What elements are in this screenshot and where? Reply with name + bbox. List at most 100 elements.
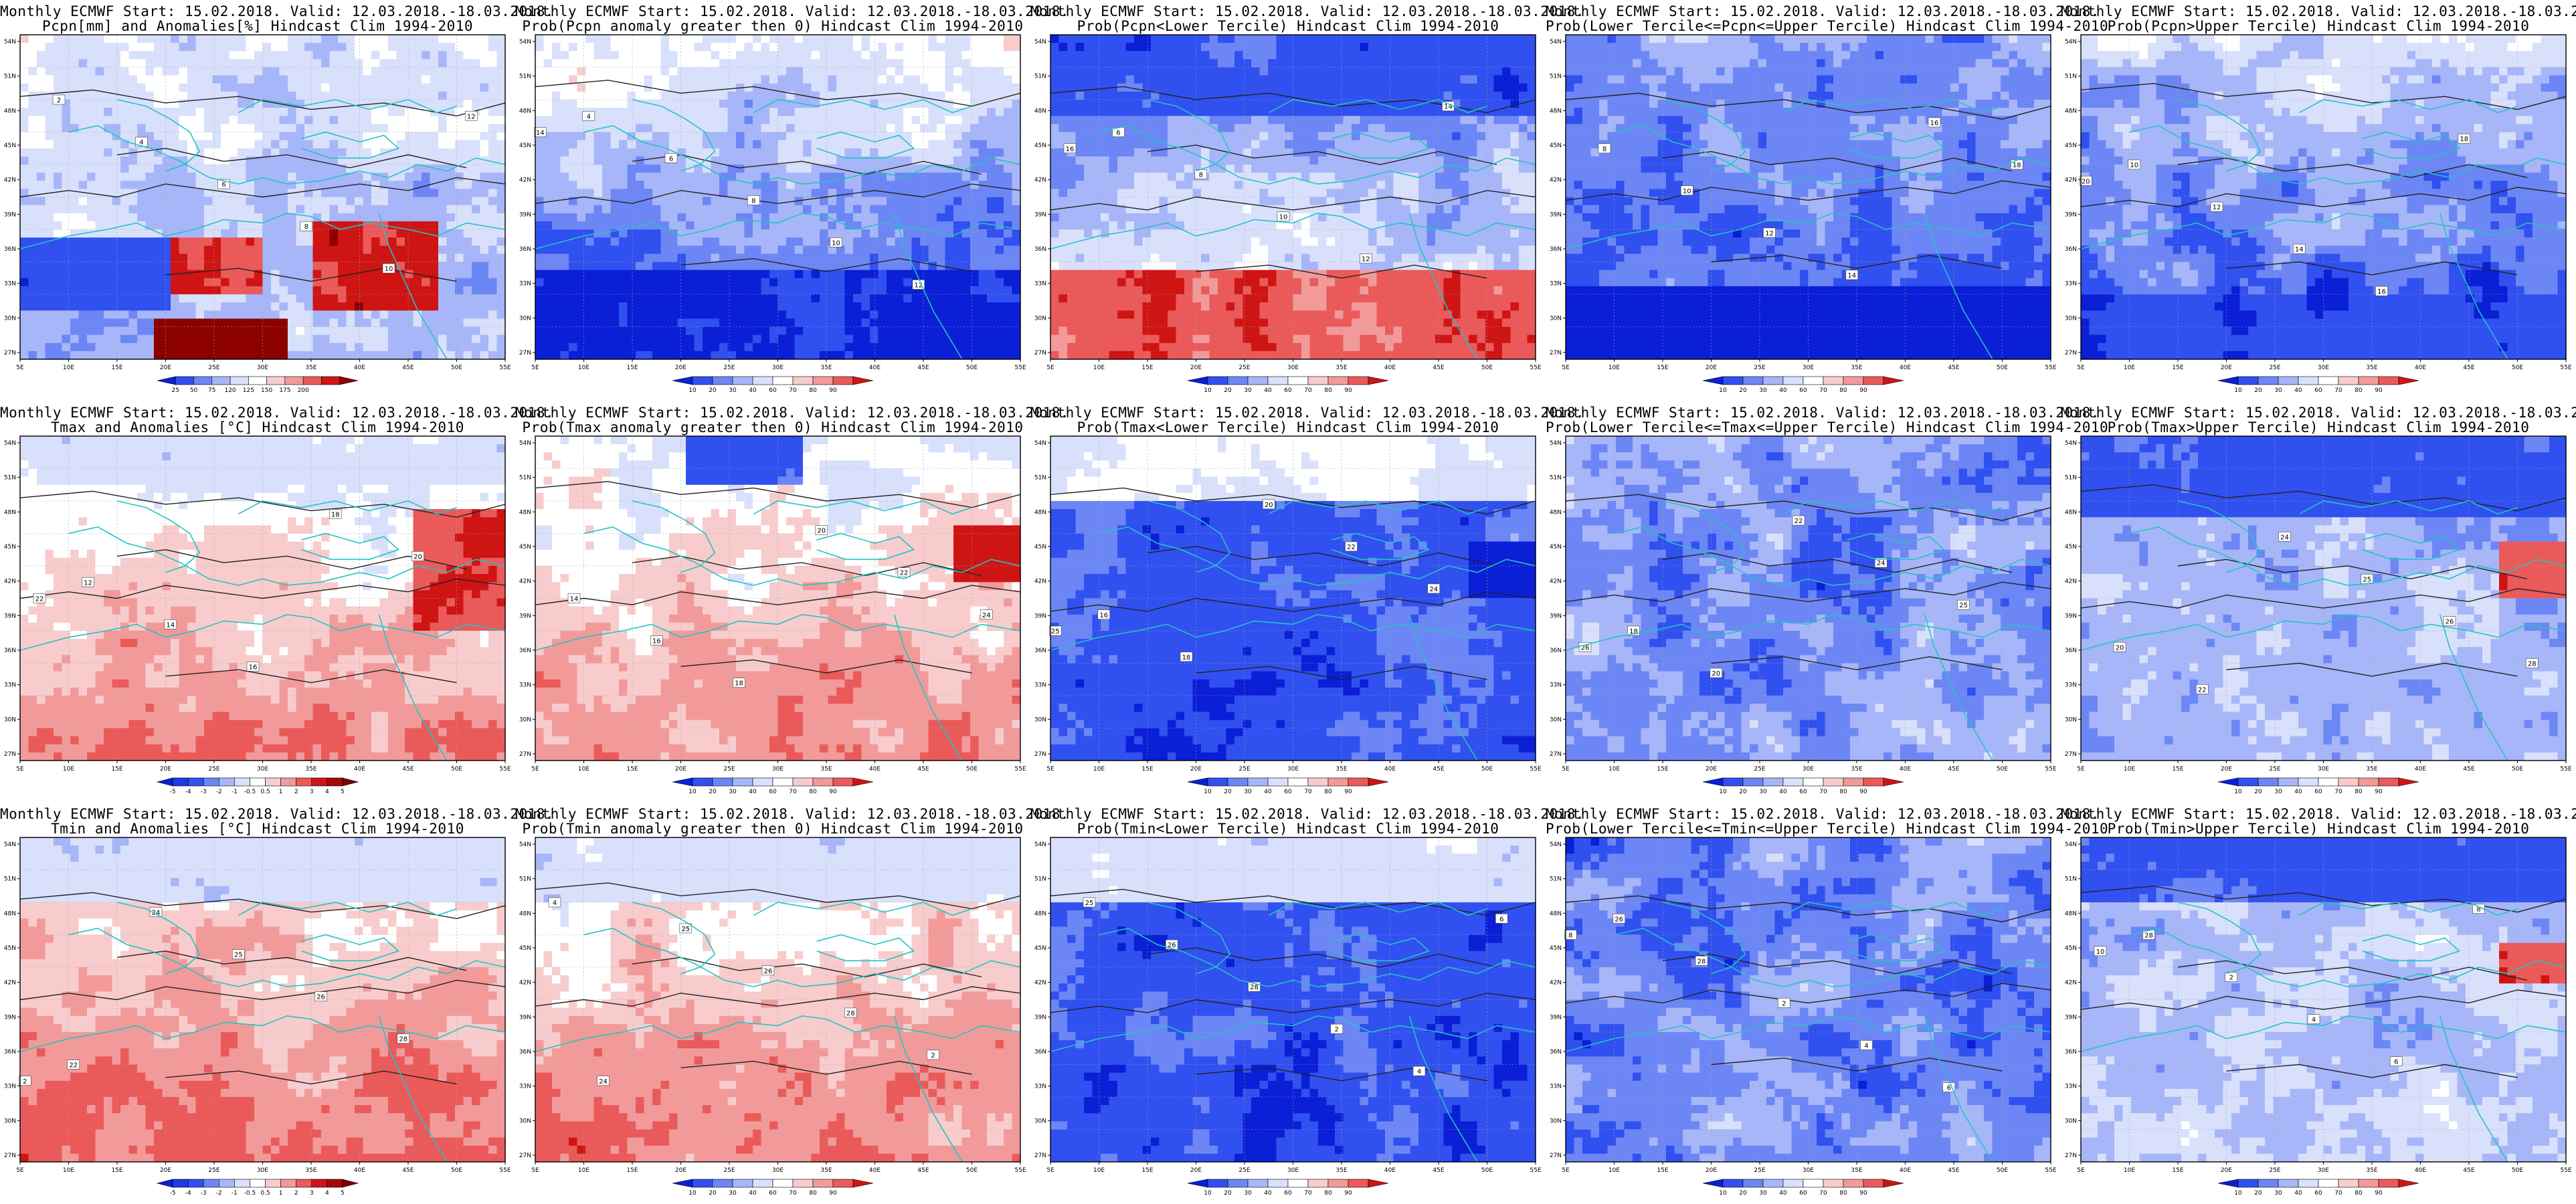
- field-cell: [744, 350, 753, 360]
- field-cell: [961, 43, 971, 52]
- field-cell: [95, 350, 104, 360]
- field-cell: [45, 302, 54, 311]
- field-cell: [1335, 43, 1344, 52]
- field-cell: [171, 318, 180, 328]
- field-cell: [736, 286, 745, 295]
- field-cell: [853, 197, 862, 206]
- field-cell: [1352, 43, 1361, 52]
- field-cell: [610, 75, 620, 84]
- field-cell: [644, 278, 653, 287]
- field-cell: [1012, 229, 1021, 238]
- field-cell: [727, 140, 737, 149]
- field-cell: [828, 116, 837, 124]
- field-cell: [28, 108, 37, 116]
- field-cell: [430, 342, 439, 352]
- field-cell: [496, 334, 506, 344]
- field-cell: [686, 302, 695, 311]
- field-cell: [610, 132, 620, 141]
- field-cell: [338, 43, 347, 52]
- field-cell: [120, 83, 130, 92]
- field-cell: [836, 132, 846, 141]
- field-cell: [552, 310, 561, 319]
- field-cell: [62, 302, 71, 311]
- field-cell: [262, 205, 272, 214]
- field-cell: [371, 229, 381, 238]
- field-cell: [644, 286, 653, 295]
- field-cell: [212, 213, 221, 222]
- field-cell: [769, 254, 779, 263]
- field-cell: [569, 75, 578, 84]
- field-cell: [304, 302, 314, 311]
- field-cell: [112, 83, 121, 92]
- field-cell: [413, 350, 422, 360]
- field-cell: [769, 91, 779, 100]
- field-cell: [271, 132, 280, 141]
- field-cell: [887, 286, 896, 295]
- field-cell: [945, 116, 954, 124]
- field-cell: [887, 310, 896, 319]
- field-cell: [488, 91, 498, 100]
- field-cell: [238, 229, 247, 238]
- field-cell: [388, 221, 397, 230]
- field-cell: [602, 350, 612, 360]
- field-cell: [338, 213, 347, 222]
- field-cell: [753, 67, 762, 76]
- field-cell: [62, 108, 71, 116]
- field-cell: [70, 148, 80, 157]
- field-cell: [619, 302, 628, 311]
- field-cell: [753, 302, 762, 311]
- field-cell: [212, 148, 221, 157]
- field-cell: [78, 245, 88, 254]
- field-cell: [371, 310, 381, 319]
- field-cell: [619, 75, 628, 84]
- field-cell: [120, 278, 130, 287]
- field-cell: [920, 83, 929, 92]
- field-cell: [937, 35, 946, 43]
- field-cell: [711, 221, 720, 230]
- field-cell: [928, 148, 937, 157]
- field-cell: [388, 294, 397, 303]
- field-cell: [703, 310, 712, 319]
- field-cell: [45, 116, 54, 124]
- field-cell: [945, 294, 954, 303]
- field-cell: [761, 334, 770, 344]
- field-cell: [636, 278, 645, 287]
- field-cell: [112, 237, 121, 246]
- field-cell: [652, 173, 662, 181]
- field-cell: [1004, 43, 1013, 52]
- field-cell: [388, 165, 397, 173]
- field-cell: [396, 237, 405, 246]
- field-cell: [154, 173, 163, 181]
- field-cell: [112, 75, 121, 84]
- field-cell: [254, 83, 264, 92]
- field-cell: [686, 262, 695, 271]
- field-cell: [422, 278, 431, 287]
- field-cell: [970, 318, 980, 328]
- field-cell: [903, 221, 913, 230]
- field-cell: [1402, 35, 1411, 43]
- field-cell: [602, 165, 612, 173]
- field-cell: [535, 100, 545, 108]
- field-cell: [413, 213, 422, 222]
- field-cell: [593, 83, 603, 92]
- field-cell: [37, 310, 46, 319]
- field-cell: [1101, 51, 1110, 60]
- field-cell: [321, 205, 331, 214]
- field-cell: [552, 245, 561, 254]
- field-cell: [736, 108, 745, 116]
- field-cell: [396, 156, 405, 165]
- field-cell: [1243, 43, 1252, 52]
- field-cell: [995, 213, 1004, 222]
- field-cell: [1004, 237, 1013, 246]
- field-cell: [769, 205, 779, 214]
- field-cell: [669, 116, 678, 124]
- field-cell: [953, 334, 963, 344]
- field-cell: [296, 245, 305, 254]
- field-cell: [627, 245, 636, 254]
- field-cell: [371, 75, 381, 84]
- field-cell: [212, 108, 221, 116]
- field-cell: [154, 350, 163, 360]
- field-cell: [78, 350, 88, 360]
- field-cell: [569, 124, 578, 133]
- field-cell: [104, 91, 113, 100]
